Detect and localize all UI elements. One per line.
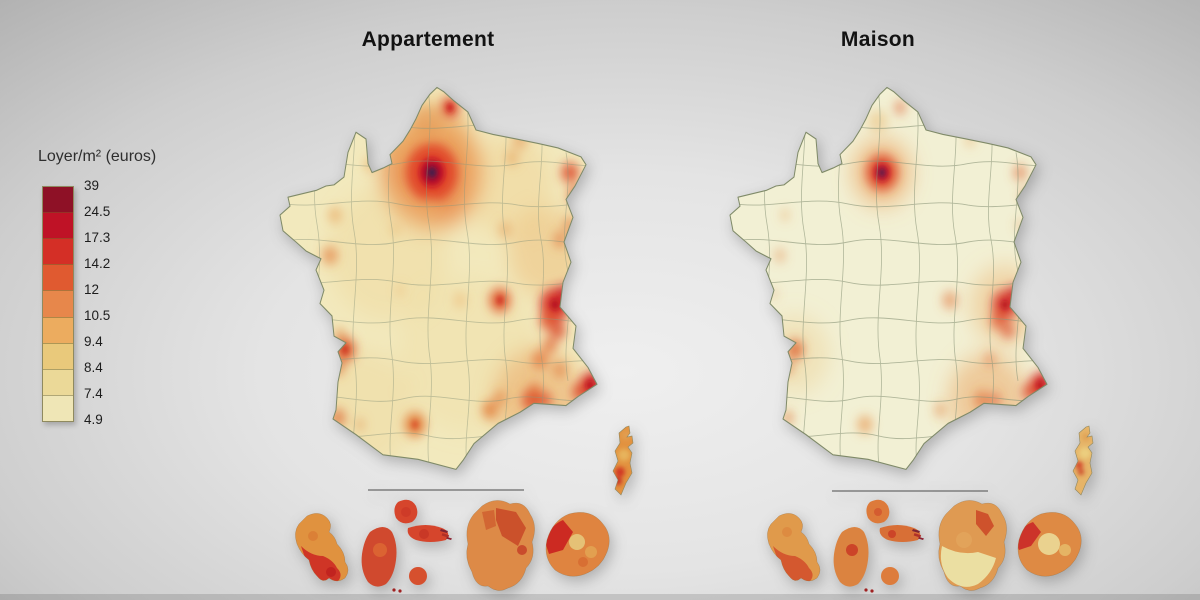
france-mainland [729, 86, 1048, 470]
legend-body: 39 24.5 17.3 14.2 12 10.5 9.4 8.4 7.4 4.9 [42, 178, 156, 427]
legend-color-band [43, 187, 73, 213]
saint-barthelemy-islet [918, 537, 924, 540]
marie-galante [881, 567, 899, 585]
legend-break-label: 17.3 [84, 230, 111, 245]
legend-break-label: 9.4 [84, 334, 103, 349]
appartement-map-svg [279, 86, 634, 593]
legend-break-label: 24.5 [84, 204, 111, 219]
maison-map-svg [729, 86, 1094, 593]
legend-break-label: 14.2 [84, 256, 111, 271]
guadeloupe [833, 499, 922, 593]
panel-title-maison: Maison [840, 28, 916, 51]
corsica [1072, 425, 1094, 496]
corsica [612, 425, 634, 496]
martinique [766, 512, 821, 582]
saint-martin-islet [440, 529, 448, 533]
overseas-territories [294, 489, 610, 593]
legend-color-bar [42, 186, 74, 422]
legend-color-band [43, 368, 73, 395]
price-core-layer [874, 163, 1044, 390]
legend-break-label: 39 [84, 178, 100, 193]
legend-labels: 39 24.5 17.3 14.2 12 10.5 9.4 8.4 7.4 4.9 [84, 178, 110, 428]
guyane [938, 499, 1008, 592]
overseas-territories [766, 490, 1082, 593]
guyane [466, 499, 536, 592]
saint-martin-islet [912, 529, 920, 533]
legend-color-band [43, 264, 73, 291]
bottom-shadow-strip [0, 594, 1200, 600]
price-core-layer [340, 103, 595, 430]
panel-appartement: Appartement [268, 28, 660, 600]
legend: Loyer/m² (euros) 39 24.5 17.3 14.2 12 10.5 9.4… [38, 148, 157, 427]
legend-color-band [43, 394, 73, 421]
legend-break-label: 12 [84, 282, 100, 297]
legend-color-band [43, 238, 73, 265]
legend-break-label: 7.4 [84, 386, 103, 401]
martinique [294, 512, 349, 582]
reunion [1017, 511, 1082, 577]
reunion [545, 511, 610, 577]
legend-title: Loyer/m² (euros) [38, 148, 157, 165]
legend-break-label: 8.4 [84, 360, 103, 375]
legend-break-label: 4.9 [84, 412, 103, 427]
legend-break-label: 10.5 [84, 308, 111, 323]
legend-color-band [43, 342, 73, 369]
legend-color-band [43, 290, 73, 317]
legend-color-band [43, 212, 73, 239]
saint-barthelemy-islet [446, 537, 452, 540]
guadeloupe [361, 499, 450, 593]
france-mainland [279, 86, 598, 470]
panel-title-appartement: Appartement [361, 28, 495, 51]
legend-color-band [43, 316, 73, 343]
marie-galante [409, 567, 427, 585]
panel-maison: Maison [718, 28, 1110, 600]
